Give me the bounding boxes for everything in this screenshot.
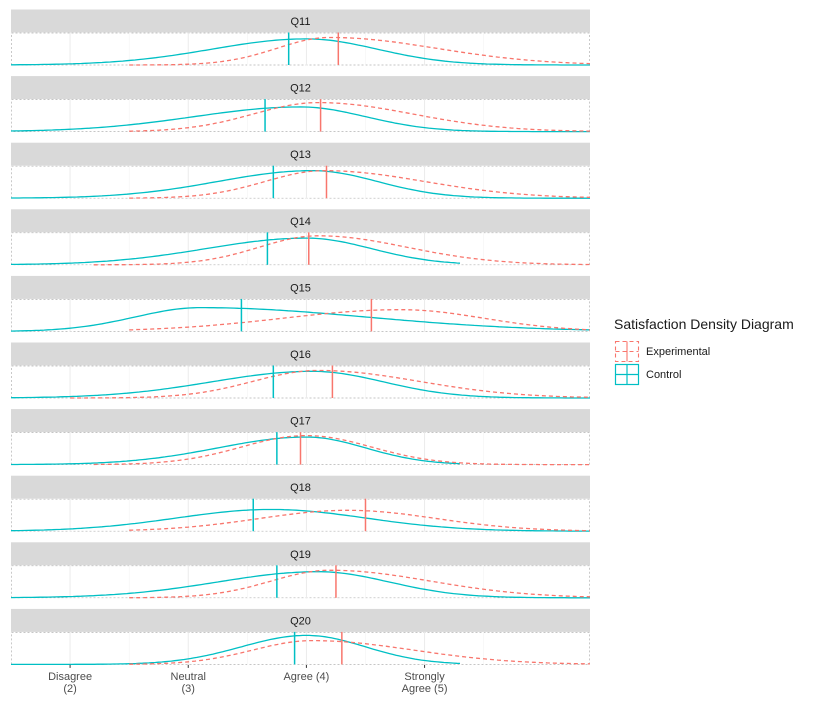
legend-label-experimental: Experimental — [646, 345, 711, 358]
strip-q11 — [11, 9, 590, 33]
strip-q17 — [11, 409, 590, 433]
density-curve-experimental — [129, 170, 591, 199]
panel-q20: Q20 — [11, 608, 591, 666]
legend-key-control — [614, 363, 640, 386]
strip-label: Q20 — [290, 615, 311, 627]
strip-label: Q17 — [290, 416, 311, 428]
density-curve-control — [10, 508, 590, 532]
panel-q16: Q16 — [11, 342, 591, 399]
strip-q13 — [11, 142, 590, 166]
legend-key-experimental — [614, 340, 640, 363]
density-curve-control — [10, 306, 591, 332]
strip-q15 — [11, 275, 590, 299]
density-curve-control — [10, 106, 590, 133]
density-curve-control — [11, 38, 590, 66]
legend-item-experimental: Experimental — [614, 340, 794, 363]
strip-label: Q16 — [290, 349, 311, 361]
strip-q14 — [11, 209, 590, 233]
x-tick-label: Agree (4) — [283, 671, 329, 683]
panel-border — [11, 632, 590, 665]
strip-q19 — [11, 542, 590, 566]
density-curve-control — [10, 571, 590, 599]
density-curve-experimental — [129, 309, 591, 331]
density-curve-control — [11, 634, 461, 666]
strip-label: Q13 — [290, 149, 311, 161]
panel-border — [11, 565, 590, 599]
panel-q11: Q11 — [11, 9, 591, 66]
density-curve-control — [11, 436, 461, 466]
density-curve-experimental — [129, 569, 591, 599]
strip-q18 — [11, 475, 590, 499]
x-tick-label: Neutral (3) — [171, 671, 206, 695]
x-tick-label: Disagree (2) — [48, 671, 92, 695]
strip-label: Q15 — [290, 282, 311, 294]
legend-title: Satisfaction Density Diagram — [614, 316, 794, 332]
legend: Satisfaction Density Diagram Experimenta… — [614, 316, 794, 386]
panel-border — [11, 32, 590, 66]
density-curve-control — [11, 237, 461, 266]
panel-q18: Q18 — [10, 475, 591, 532]
panel-q14: Q14 — [11, 209, 590, 266]
strip-q16 — [11, 342, 590, 366]
density-curve-experimental — [129, 101, 590, 132]
strip-label: Q14 — [290, 216, 311, 228]
legend-label-control: Control — [646, 368, 682, 381]
strip-label: Q12 — [290, 83, 311, 95]
strip-label: Q11 — [291, 16, 311, 28]
strip-label: Q18 — [290, 482, 311, 494]
panel-q15: Q15 — [10, 275, 591, 332]
strip-q20 — [11, 608, 590, 632]
legend-item-control: Control — [614, 363, 794, 386]
panel-q17: Q17 — [11, 409, 590, 466]
x-tick-label: Strongly Agree (5) — [402, 671, 448, 695]
density-curve-experimental — [129, 36, 591, 66]
panel-q19: Q19 — [10, 542, 591, 599]
strip-label: Q19 — [290, 549, 311, 561]
density-curve-experimental — [129, 639, 591, 665]
x-axis: Disagree (2) Neutral (3) Agree (4) Strongly Ag… — [48, 664, 448, 695]
density-curve-control — [11, 170, 590, 199]
strip-q12 — [11, 76, 590, 100]
panel-q12: Q12 — [10, 76, 590, 133]
panel-q13: Q13 — [11, 142, 591, 199]
panel-border — [11, 498, 590, 532]
density-curve-experimental — [70, 369, 591, 399]
density-curve-experimental — [129, 509, 591, 532]
